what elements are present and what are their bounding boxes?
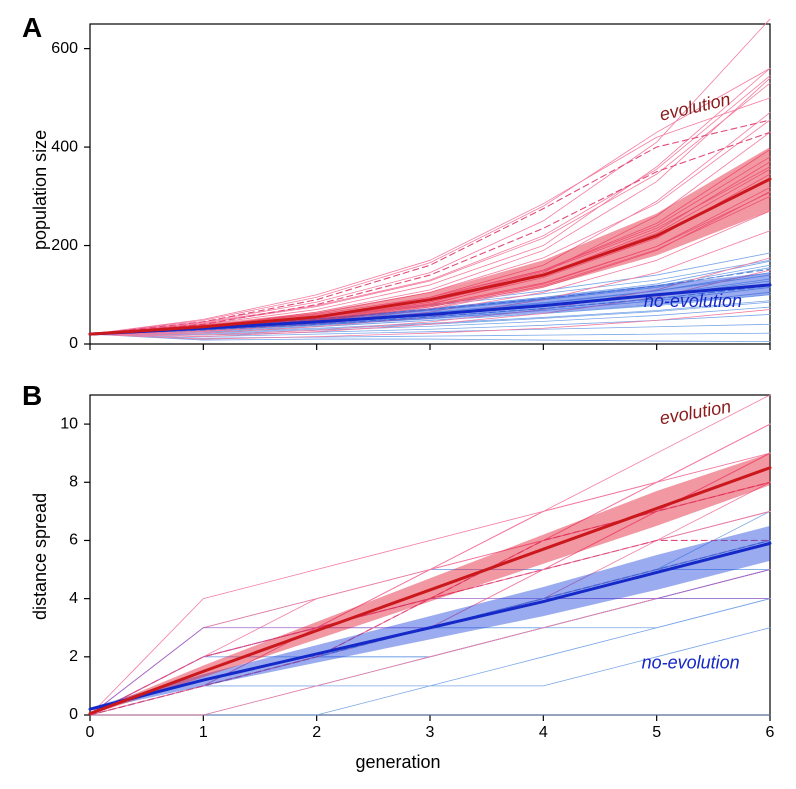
- panel-b-chart: 0 2 4 6 8 10 0 1 2 3 4 5 6 evolution no-evolution: [0, 0, 796, 789]
- svg-text:0: 0: [86, 724, 95, 741]
- svg-text:10: 10: [60, 415, 78, 432]
- x-axis-label: generation: [0, 752, 796, 773]
- svg-text:2: 2: [69, 648, 78, 665]
- figure: A population size 0200400600evolutionno-…: [0, 0, 796, 789]
- series-label-evolution: evolution: [658, 396, 732, 428]
- svg-text:0: 0: [69, 706, 78, 723]
- svg-text:6: 6: [766, 724, 775, 741]
- svg-text:5: 5: [652, 724, 661, 741]
- svg-text:3: 3: [426, 724, 435, 741]
- svg-text:4: 4: [69, 590, 78, 607]
- series-label-noevolution: no-evolution: [642, 652, 740, 672]
- svg-text:2: 2: [312, 724, 321, 741]
- svg-text:4: 4: [539, 724, 548, 741]
- svg-text:8: 8: [69, 473, 78, 490]
- svg-text:6: 6: [69, 532, 78, 549]
- svg-text:1: 1: [199, 724, 208, 741]
